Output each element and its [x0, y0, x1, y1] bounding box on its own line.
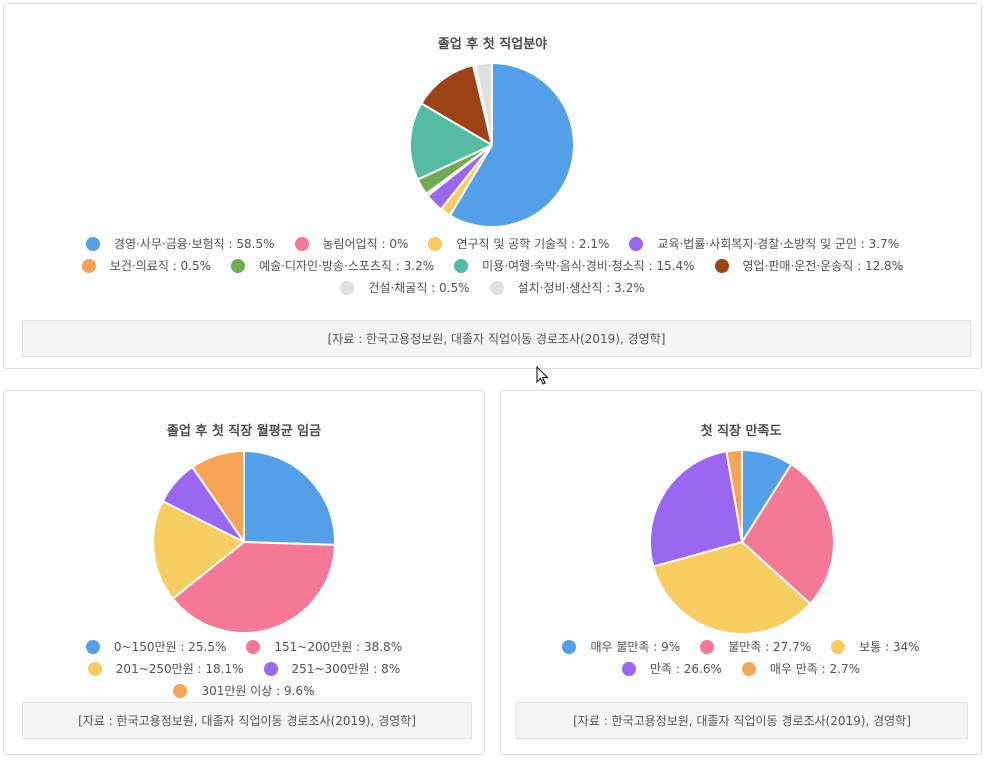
pie-slice: [243, 450, 336, 546]
legend-label: 매우 만족 : 2.7%: [769, 662, 860, 676]
pie-slice: [409, 102, 493, 181]
legend-item[interactable]: 경영·사무·금융·보험직 : 58.5%: [85, 233, 275, 255]
chart-legend: 매우 불만족 : 9% 불만족 : 27.7% 보통 : 34% 만족 : 26.6%…: [500, 636, 982, 680]
legend-marker: [340, 281, 355, 295]
satisfaction-pie-chart: [649, 449, 835, 635]
legend-marker: [246, 640, 261, 654]
pie-slice: [420, 64, 493, 146]
legend-label: 201~250만원 : 18.1%: [115, 662, 244, 676]
legend-item[interactable]: 만족 : 26.6%: [621, 658, 722, 680]
pie-slice: [649, 450, 743, 568]
legend-label: 만족 : 26.6%: [649, 662, 722, 676]
source-note: [자료 : 한국고용정보원, 대졸자 직업이동 경로조사(2019), 경영학]: [22, 702, 472, 739]
legend-label: 교육·법률·사회복지·경찰·소방직 및 군인 : 3.7%: [657, 237, 900, 251]
legend-marker: [263, 662, 278, 676]
source-note: [자료 : 한국고용정보원, 대졸자 직업이동 경로조사(2019), 경영학]: [22, 320, 971, 357]
legend-label: 예술·디자인·방송·스포츠직 : 3.2%: [259, 259, 435, 273]
legend-label: 151~200만원 : 38.8%: [274, 640, 403, 654]
mouse-cursor-icon: [536, 366, 549, 385]
legend-item[interactable]: 0~150만원 : 25.5%: [85, 636, 227, 658]
legend-label: 설치·정비·생산직 : 3.2%: [517, 281, 645, 295]
legend-marker: [741, 662, 756, 676]
legend-marker: [87, 662, 102, 676]
legend-item[interactable]: 설치·정비·생산직 : 3.2%: [489, 277, 645, 299]
legend-item[interactable]: 보통 : 34%: [831, 636, 920, 658]
chart-legend: 경영·사무·금융·보험직 : 58.5% 농림어업직 : 0% 연구직 및 공학 기…: [4, 233, 981, 299]
pie-slice: [171, 541, 336, 634]
legend-item[interactable]: 매우 불만족 : 9%: [562, 636, 680, 658]
legend-marker: [231, 259, 246, 273]
pie-slice: [652, 541, 812, 635]
legend-item[interactable]: 미용·여행·숙박·음식·경비·청소직 : 15.4%: [454, 255, 695, 277]
legend-label: 251~300만원 : 8%: [291, 662, 401, 676]
legend-item[interactable]: 201~250만원 : 18.1%: [87, 658, 244, 680]
legend-item[interactable]: 교육·법률·사회복지·경찰·소방직 및 군인 : 3.7%: [629, 233, 899, 255]
legend-item[interactable]: 151~200만원 : 38.8%: [246, 636, 402, 658]
legend-item[interactable]: 매우 만족 : 2.7%: [741, 658, 860, 680]
legend-item[interactable]: 보건·의료직 : 0.5%: [81, 255, 212, 277]
legend-label: 건설·채굴직 : 0.5%: [368, 281, 470, 295]
legend-label: 301만원 이상 : 9.6%: [201, 684, 315, 698]
legend-label: 매우 불만족 : 9%: [590, 640, 681, 654]
legend-label: 경영·사무·금융·보험직 : 58.5%: [113, 237, 275, 251]
legend-marker: [81, 259, 96, 273]
legend-label: 0~150만원 : 25.5%: [113, 640, 227, 654]
legend-item[interactable]: 251~300만원 : 8%: [263, 658, 401, 680]
legend-item[interactable]: 영업·판매·운전·운송직 : 12.8%: [714, 255, 904, 277]
legend-label: 연구직 및 공학 기술직 : 2.1%: [456, 237, 610, 251]
chart-title: 첫 직장 만족도: [700, 424, 782, 439]
pie-slice: [191, 450, 245, 543]
legend-marker: [85, 640, 100, 654]
legend-marker: [700, 640, 715, 654]
legend-marker: [489, 281, 504, 295]
legend-item[interactable]: 건설·채굴직 : 0.5%: [340, 277, 470, 299]
chart-legend: 0~150만원 : 25.5% 151~200만원 : 38.8% 201~250만…: [3, 636, 485, 702]
legend-marker: [562, 640, 577, 654]
pie-slice: [741, 463, 835, 605]
legend-marker: [621, 662, 636, 676]
job-field-pie-chart: [409, 62, 575, 228]
legend-item[interactable]: 농림어업직 : 0%: [294, 233, 409, 255]
legend-marker: [428, 237, 443, 251]
pie-slice: [448, 62, 575, 228]
legend-marker: [831, 640, 846, 654]
legend-marker: [714, 259, 729, 273]
pie-slice: [725, 449, 743, 543]
wage-pie-chart: [152, 450, 336, 634]
chart-title: 졸업 후 첫 직업분야: [437, 37, 548, 52]
legend-label: 영업·판매·운전·운송직 : 12.8%: [742, 259, 904, 273]
legend-label: 보통 : 34%: [859, 640, 920, 654]
legend-label: 불만족 : 27.7%: [728, 640, 812, 654]
legend-marker: [173, 684, 188, 698]
legend-item[interactable]: 예술·디자인·방송·스포츠직 : 3.2%: [231, 255, 434, 277]
legend-item[interactable]: 불만족 : 27.7%: [700, 636, 811, 658]
source-note: [자료 : 한국고용정보원, 대졸자 직업이동 경로조사(2019), 경영학]: [516, 702, 968, 739]
chart-title: 졸업 후 첫 직장 월평균 임금: [166, 424, 322, 439]
pie-slice: [474, 62, 493, 146]
legend-item[interactable]: 301만원 이상 : 9.6%: [173, 680, 315, 702]
legend-marker: [629, 237, 644, 251]
legend-label: 보건·의료직 : 0.5%: [109, 259, 212, 273]
legend-label: 농림어업직 : 0%: [322, 237, 409, 251]
pie-slice: [152, 500, 245, 600]
legend-item[interactable]: 연구직 및 공학 기술직 : 2.1%: [428, 233, 609, 255]
legend-marker: [85, 237, 100, 251]
legend-marker: [294, 237, 309, 251]
legend-marker: [454, 259, 469, 273]
legend-label: 미용·여행·숙박·음식·경비·청소직 : 15.4%: [482, 259, 695, 273]
